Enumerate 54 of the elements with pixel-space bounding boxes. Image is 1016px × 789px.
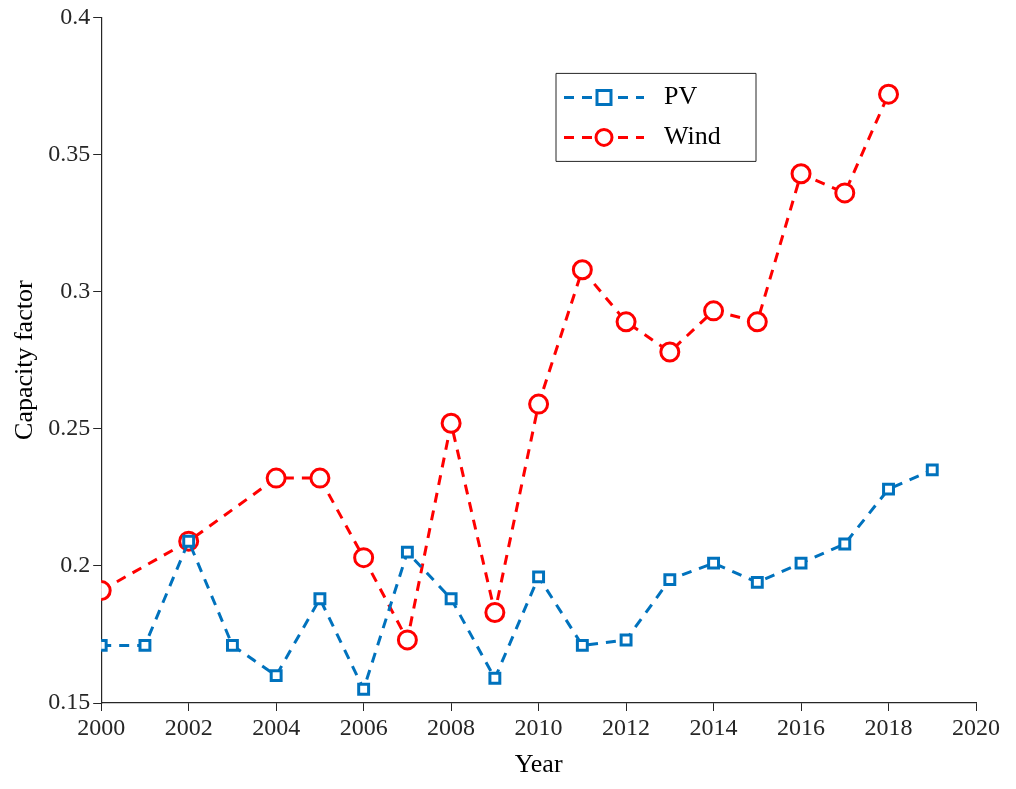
point xyxy=(750,575,764,589)
point xyxy=(444,592,458,606)
point xyxy=(575,638,589,652)
point xyxy=(528,393,550,415)
point xyxy=(484,602,506,623)
point xyxy=(619,633,633,647)
y-tick-label: 0.35 xyxy=(48,139,91,166)
point xyxy=(400,545,414,559)
x-tick-label: 2004 xyxy=(252,713,301,740)
y-tick-label: 0.2 xyxy=(60,551,91,578)
point xyxy=(838,537,852,551)
point xyxy=(663,573,677,587)
point xyxy=(309,467,331,489)
point xyxy=(225,638,239,652)
point xyxy=(357,682,371,696)
point xyxy=(313,592,327,606)
point xyxy=(396,629,418,651)
x-tick-label: 2020 xyxy=(952,713,1000,740)
x-tick-label: 2000 xyxy=(77,713,126,740)
x-tick-label: 2006 xyxy=(339,713,388,740)
point xyxy=(440,412,462,434)
point xyxy=(794,556,808,570)
point xyxy=(269,669,283,683)
point xyxy=(882,482,895,496)
x-tick-label: 2016 xyxy=(777,713,826,740)
x-tick-label: 2012 xyxy=(602,713,651,740)
point xyxy=(571,259,593,281)
x-tick-label: 2018 xyxy=(864,713,913,740)
legend-label: PV xyxy=(664,81,698,111)
point xyxy=(790,163,812,185)
x-tick-label: 2014 xyxy=(689,713,738,740)
x-tick-label: 2002 xyxy=(164,713,213,740)
point xyxy=(878,83,900,105)
point xyxy=(138,638,152,652)
point xyxy=(615,311,637,333)
point xyxy=(659,341,681,363)
point xyxy=(925,463,939,477)
point xyxy=(746,311,768,333)
point xyxy=(353,547,375,569)
point xyxy=(488,671,502,685)
point xyxy=(703,300,725,322)
legend-label: Wind xyxy=(664,121,721,151)
y-tick-label: 0.25 xyxy=(48,414,91,441)
point xyxy=(707,556,721,570)
y-tick-label: 0.3 xyxy=(60,276,91,303)
x-axis-title: Year xyxy=(514,749,563,779)
y-tick-label: 0.4 xyxy=(60,2,91,29)
x-tick-label: 2010 xyxy=(514,713,563,740)
point xyxy=(265,467,287,489)
y-axis-title: Capacity factor xyxy=(9,280,39,440)
y-tick-label: 0.15 xyxy=(48,688,91,715)
point xyxy=(532,570,546,584)
x-tick-label: 2008 xyxy=(427,713,476,740)
point xyxy=(834,182,856,204)
